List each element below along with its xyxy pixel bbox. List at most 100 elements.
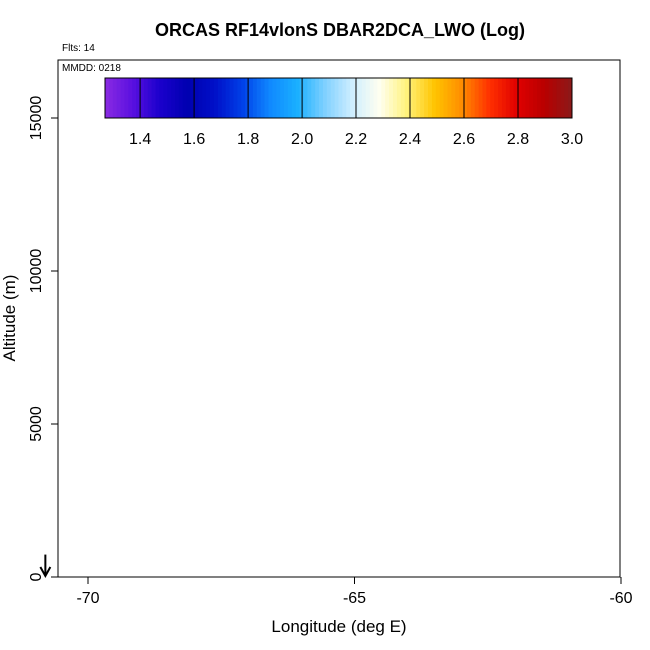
colorbar-swatch [431, 78, 437, 118]
colorbar-tick-label: 2.6 [453, 131, 475, 148]
colorbar-swatch [459, 78, 464, 118]
y-tick-label: 5000 [28, 406, 45, 442]
colorbar-swatch [322, 78, 328, 118]
colorbar-swatch [564, 78, 569, 118]
colorbar-swatch [326, 78, 332, 118]
colorbar-swatch [373, 78, 378, 118]
colorbar-swatch [159, 78, 164, 118]
colorbar-swatch [536, 78, 542, 118]
x-tick-label: -65 [343, 590, 366, 607]
plot-frame [57, 59, 621, 578]
colorbar-swatch [291, 78, 297, 118]
colorbar-tick-label: 3.0 [561, 131, 583, 148]
colorbar-swatch [552, 78, 557, 118]
colorbar-swatch [369, 78, 375, 118]
colorbar-swatch [478, 78, 483, 118]
colorbar-swatch [272, 78, 277, 118]
colorbar-swatch [517, 78, 522, 118]
colorbar-swatch [225, 78, 231, 118]
colorbar-swatch [221, 78, 227, 118]
colorbar-swatch [264, 78, 269, 118]
y-axis: 0 5000 10000 15000 [28, 96, 58, 581]
colorbar-swatch [513, 78, 519, 118]
colorbar-swatch [233, 78, 238, 118]
colorbar-swatch [307, 78, 312, 118]
colorbar-swatch [319, 78, 324, 118]
colorbar-swatch [241, 78, 246, 118]
colorbar-swatch [334, 78, 339, 118]
colorbar-swatch [315, 78, 320, 118]
colorbar-swatch [284, 78, 289, 118]
colorbar-swatch [338, 78, 343, 118]
colorbar-swatch [295, 78, 301, 118]
colorbar-tick-label: 2.2 [345, 131, 367, 148]
colorbar-swatch [435, 78, 441, 118]
colorbar-swatch [217, 78, 223, 118]
x-axis-label: Longitude (deg E) [271, 617, 406, 636]
colorbar-swatch [163, 78, 168, 118]
colorbar-swatch [416, 78, 421, 118]
colorbar-swatch [245, 78, 250, 118]
colorbar-swatch [140, 78, 145, 118]
colorbar-swatch [412, 78, 417, 118]
colorbar-swatch [194, 78, 199, 118]
colorbar-swatch [342, 78, 347, 118]
colorbar-swatch [186, 78, 192, 118]
arrow-head [39, 566, 52, 579]
colorbar-swatch [346, 78, 351, 118]
colorbar-swatch [237, 78, 242, 118]
colorbar-swatch [105, 78, 110, 118]
x-axis: -70-65-60-55-50 [76, 577, 633, 607]
colorbar-swatch [108, 78, 114, 118]
y-tick-label: 15000 [28, 96, 45, 141]
colorbar-swatch [260, 78, 266, 118]
colorbar-swatch [128, 78, 133, 118]
colorbar-swatch [505, 78, 511, 118]
colorbar-swatch [439, 78, 445, 118]
colorbar-swatch [392, 78, 398, 118]
colorbar-swatch [509, 78, 515, 118]
colorbar-swatch [486, 78, 491, 118]
colorbar-tick-label: 2.0 [291, 131, 313, 148]
colorbar-swatch [365, 78, 371, 118]
colorbar-swatch [361, 78, 367, 118]
colorbar-swatch [124, 78, 129, 118]
colorbar-swatch [501, 78, 507, 118]
colorbar-swatch [198, 78, 203, 118]
colorbar-swatch [132, 78, 137, 118]
direction-arrow [39, 554, 52, 579]
colorbar-tick-label: 1.8 [237, 131, 259, 148]
colorbar-swatch [178, 78, 184, 118]
colorbar-swatch [525, 78, 530, 118]
colorbar-swatch [490, 78, 495, 118]
y-tick-label: 0 [28, 572, 45, 581]
colorbar-swatch [381, 78, 386, 118]
colorbar-swatch [377, 78, 382, 118]
colorbar-swatch [190, 78, 196, 118]
colorbar-swatch [474, 78, 480, 118]
colorbar-swatch [560, 78, 565, 118]
colorbar-swatch [521, 78, 526, 118]
colorbar-swatch [229, 78, 234, 118]
colorbar-swatch [466, 78, 472, 118]
colorbar-swatch [280, 78, 285, 118]
colorbar-swatch [568, 78, 573, 118]
colorbar-swatch [389, 78, 394, 118]
colorbar-swatch [451, 78, 456, 118]
colorbar-swatch [268, 78, 273, 118]
date-label: MMDD: 0218 [62, 63, 121, 74]
colorbar-swatch [206, 78, 211, 118]
colorbar-swatch [155, 78, 160, 118]
x-tick-label: -70 [76, 590, 99, 607]
colorbar-swatch [404, 78, 410, 118]
colorbar-swatch [213, 78, 219, 118]
colorbar-swatch [256, 78, 262, 118]
colorbar-swatch [350, 78, 355, 118]
colorbar-swatch [276, 78, 281, 118]
colorbar-swatch [147, 78, 153, 118]
x-tick-label: -60 [609, 590, 632, 607]
colorbar-swatch [470, 78, 476, 118]
colorbar-swatch [167, 78, 172, 118]
colorbar-swatch [420, 78, 425, 118]
